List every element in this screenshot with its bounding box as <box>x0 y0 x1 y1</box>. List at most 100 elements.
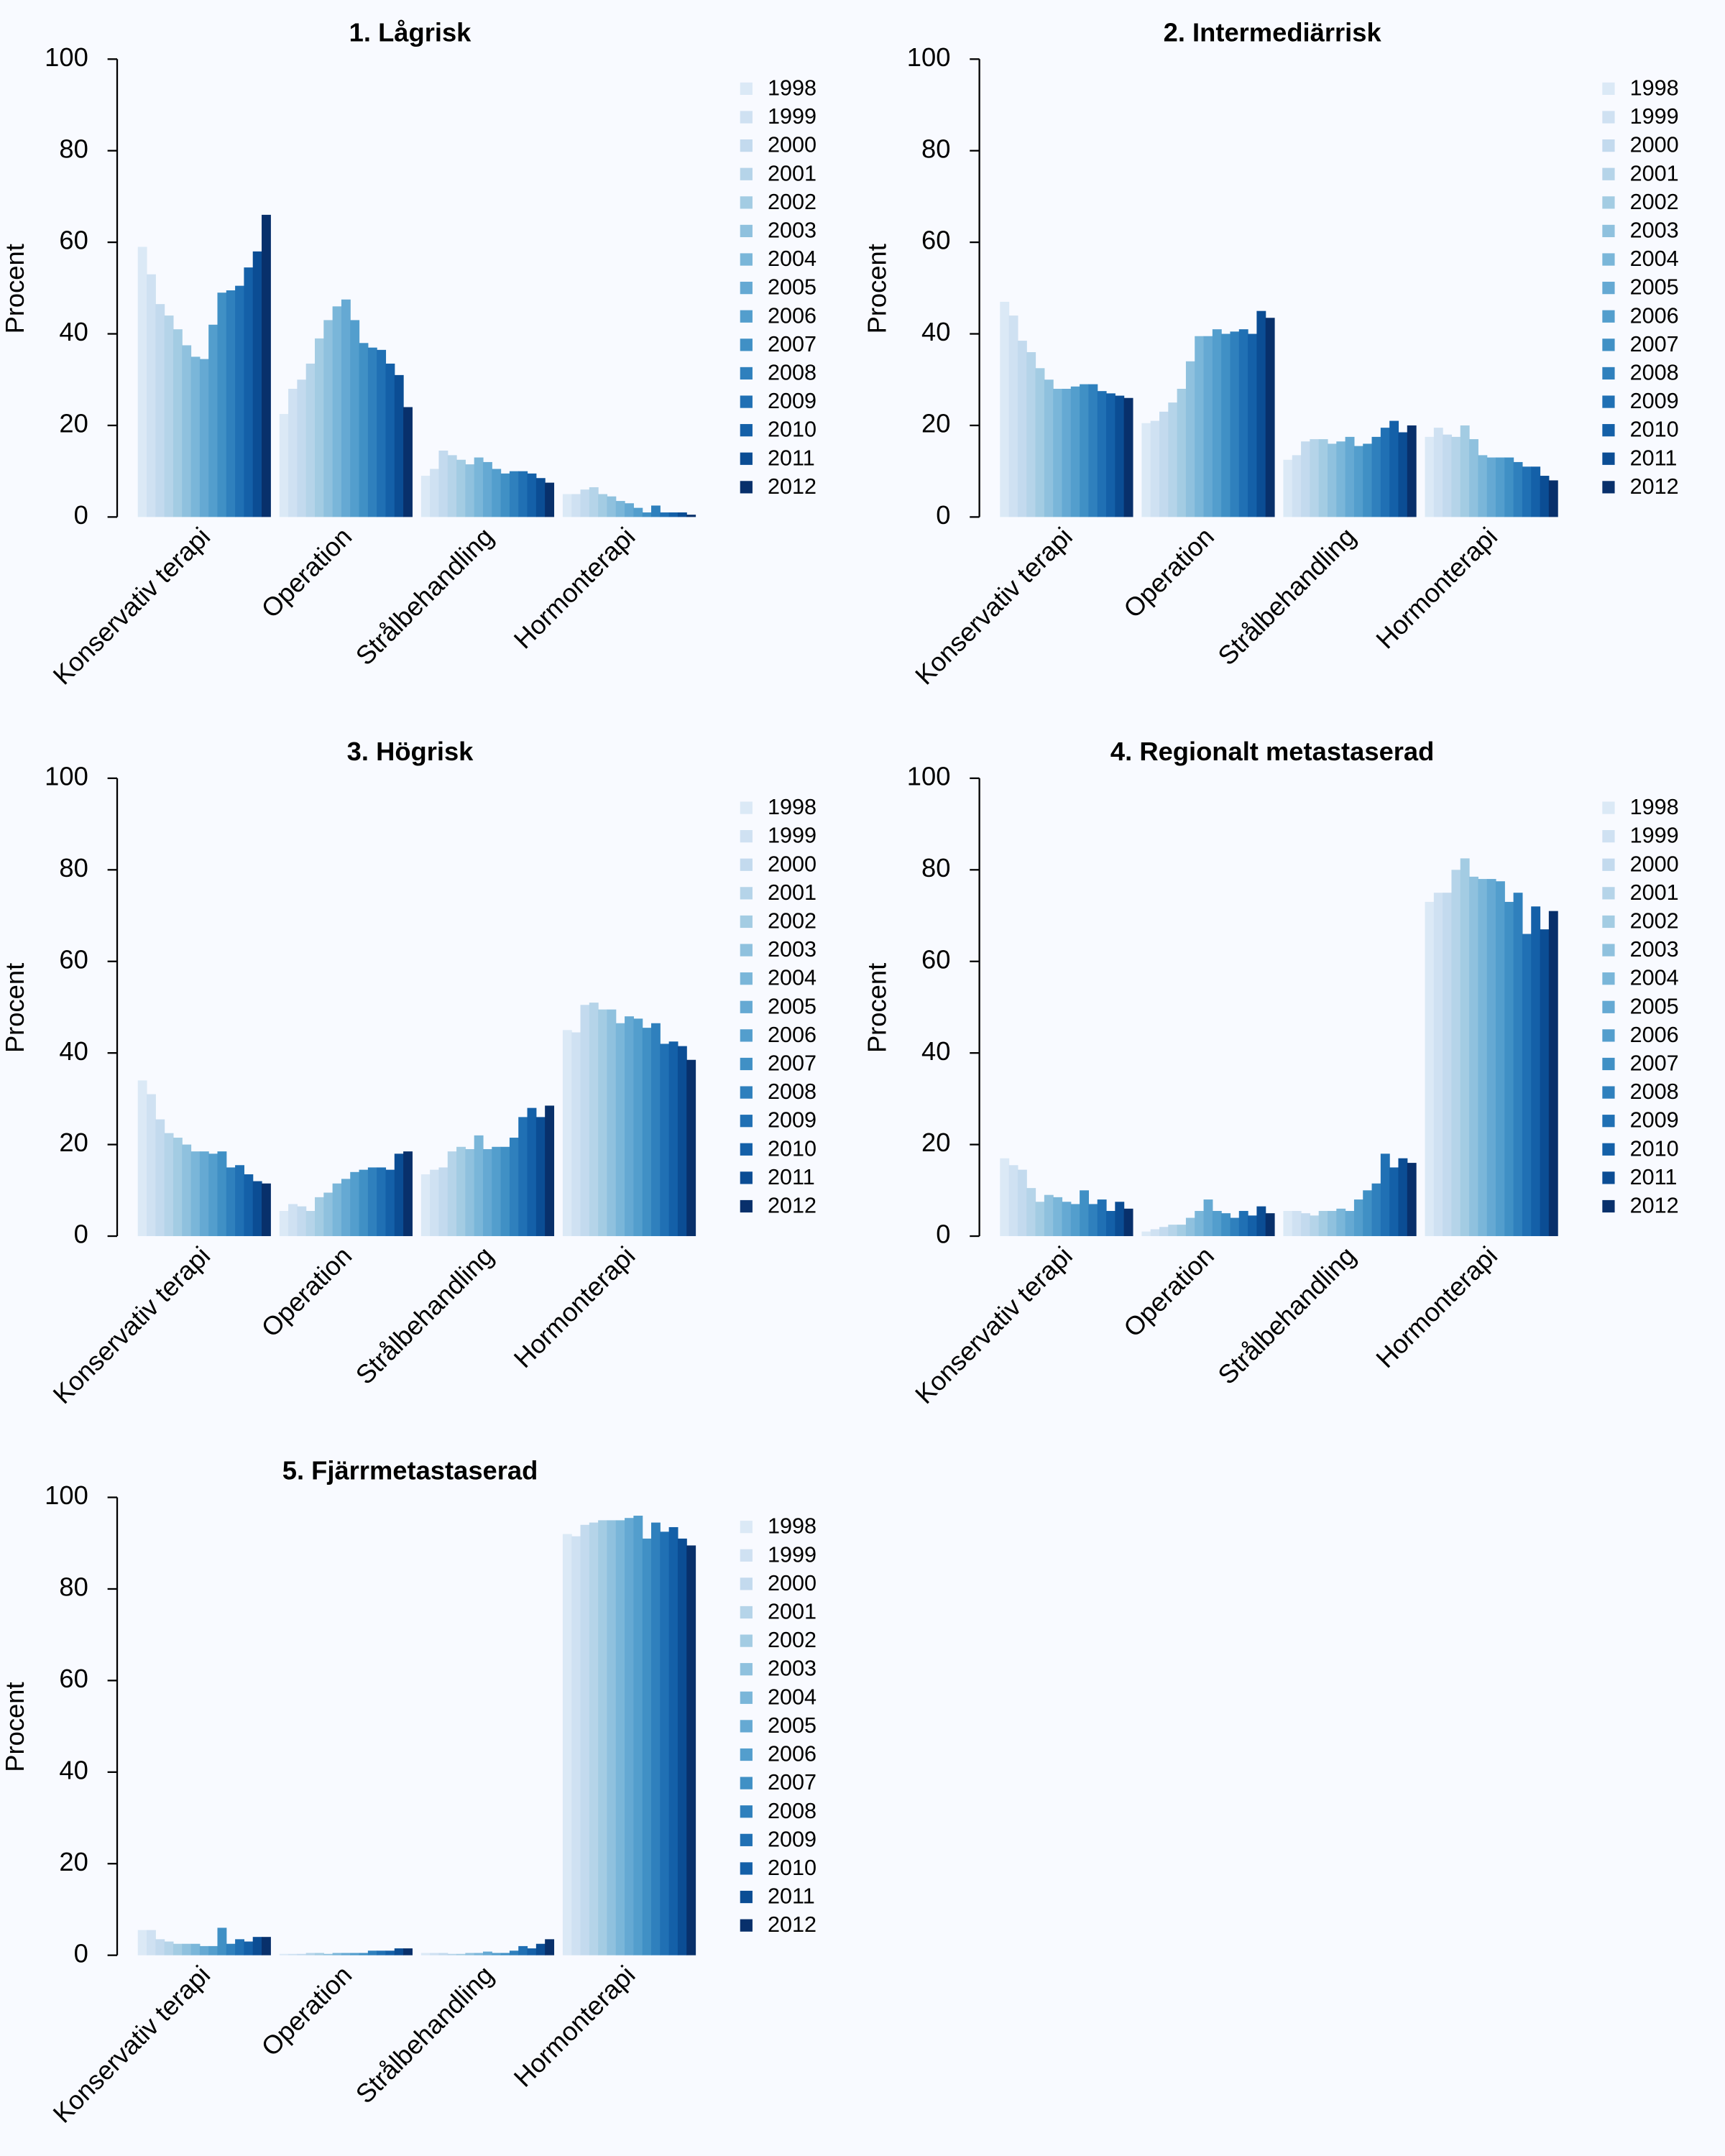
bar <box>147 1930 156 1955</box>
legend-label: 2000 <box>1630 852 1679 876</box>
x-tick-label: Hormonterapi <box>508 1240 641 1373</box>
bar <box>500 473 510 517</box>
bar <box>430 1169 440 1237</box>
bar <box>1310 439 1320 517</box>
legend-label: 2007 <box>768 1051 816 1076</box>
bar <box>297 1206 307 1237</box>
chart-panel: 5. Fjärrmetastaserad Procent 0 20 40 60 80 100 K… <box>0 1456 816 2129</box>
legend-label: 2000 <box>1630 133 1679 157</box>
bar <box>1407 425 1417 517</box>
legend-swatch <box>1602 1000 1615 1013</box>
legend-label: 2008 <box>768 1079 816 1104</box>
bar <box>1053 1197 1063 1237</box>
legend-swatch <box>1602 310 1615 323</box>
bar <box>385 1169 395 1237</box>
legend-swatch <box>740 82 753 96</box>
y-axis-label: Procent <box>862 244 892 333</box>
bar <box>182 1144 192 1237</box>
x-tick-label: Strålbehandling <box>350 1960 500 2109</box>
bar <box>650 1522 661 1955</box>
bar <box>394 1153 404 1237</box>
legend-label: 2012 <box>1630 474 1679 499</box>
legend-label: 2004 <box>1630 966 1679 990</box>
x-tick-label: Operation <box>256 1240 358 1342</box>
y-tick-label: 20 <box>921 1128 950 1157</box>
y-tick-label: 60 <box>59 944 88 974</box>
bar <box>1097 1199 1107 1237</box>
legend-label: 2010 <box>1630 418 1679 442</box>
bar <box>509 1950 519 1955</box>
bar <box>607 496 617 517</box>
bar <box>208 324 218 517</box>
legend-swatch <box>740 111 753 124</box>
bar <box>615 501 625 517</box>
legend-swatch <box>1602 196 1615 209</box>
bar <box>571 1536 581 1955</box>
bar <box>288 388 298 517</box>
legend-label: 2004 <box>768 966 816 990</box>
bar <box>1168 1225 1178 1237</box>
bar <box>1318 439 1328 517</box>
bar <box>650 1023 661 1237</box>
x-tick-label: Konservativ terapi <box>47 1960 216 2129</box>
bar <box>385 1950 395 1955</box>
bar <box>1070 386 1080 517</box>
bar <box>1531 466 1541 517</box>
legend-label: 2003 <box>768 937 816 962</box>
y-tick-label: 80 <box>59 853 88 883</box>
y-tick-label: 100 <box>45 42 88 72</box>
bar <box>1469 876 1478 1237</box>
bar <box>1177 388 1187 517</box>
legend-swatch <box>1602 224 1615 238</box>
legend-label: 2008 <box>768 361 816 385</box>
legend-swatch <box>1602 82 1615 96</box>
bar <box>1150 420 1160 517</box>
legend-swatch <box>740 1143 753 1156</box>
bar <box>377 349 387 517</box>
bar <box>677 1538 687 1955</box>
bar <box>1398 432 1408 517</box>
bar <box>1230 331 1240 517</box>
bar <box>305 1953 316 1955</box>
legend-label: 2010 <box>768 418 816 442</box>
bar <box>137 1930 147 1955</box>
legend-label: 2002 <box>1630 909 1679 934</box>
bar <box>1062 388 1072 517</box>
legend-swatch <box>740 1833 753 1846</box>
x-tick-label: Strålbehandling <box>350 1240 500 1390</box>
legend-label: 1998 <box>1630 795 1679 819</box>
bar <box>235 285 244 517</box>
bar <box>1318 1210 1328 1237</box>
bar <box>1433 428 1443 517</box>
legend-label: 2007 <box>1630 1051 1679 1076</box>
x-tick-label: Hormonterapi <box>1370 1240 1503 1373</box>
bar <box>633 1516 643 1955</box>
bar <box>199 1151 209 1237</box>
bar <box>474 457 484 517</box>
bar <box>545 1105 555 1237</box>
bar <box>1460 425 1470 517</box>
legend-label: 2006 <box>1630 1023 1679 1047</box>
bar <box>509 1138 519 1237</box>
bar <box>615 1023 625 1237</box>
x-tick-label: Operation <box>1118 522 1220 624</box>
bar <box>456 1146 466 1237</box>
bar <box>1363 443 1373 517</box>
bar <box>1336 441 1346 517</box>
legend-swatch <box>1602 111 1615 124</box>
bar <box>447 455 457 517</box>
legend-swatch <box>740 858 753 871</box>
bar <box>1115 395 1125 517</box>
legend-label: 1999 <box>768 824 816 848</box>
bar <box>350 1171 360 1237</box>
legend-swatch <box>1602 1057 1615 1071</box>
legend-swatch <box>1602 887 1615 900</box>
legend-label: 2011 <box>768 1165 815 1189</box>
bar <box>172 1943 183 1955</box>
bar <box>1504 457 1514 517</box>
legend-swatch <box>740 338 753 351</box>
legend-swatch <box>1602 944 1615 957</box>
y-tick-label: 0 <box>74 1220 88 1249</box>
chart-title: 4. Regionalt metastaserad <box>1110 737 1434 766</box>
bar <box>1292 455 1302 517</box>
